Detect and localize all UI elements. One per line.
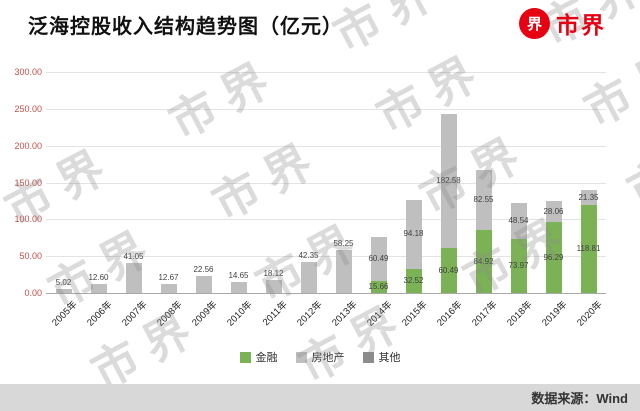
- data-label: 22.56: [193, 265, 214, 275]
- data-label: 42.35: [298, 250, 319, 260]
- data-label: 15.66: [368, 282, 389, 292]
- data-label: 12.60: [88, 272, 109, 282]
- y-axis-tick-label: 300.00: [14, 67, 42, 77]
- y-axis-tick-label: 150.00: [14, 177, 42, 188]
- data-label: 84.92: [473, 256, 494, 266]
- chart-legend: 金融 房地产 其他: [0, 349, 640, 365]
- legend-label-finance: 金融: [255, 352, 278, 364]
- legend-swatch-other: [362, 351, 374, 363]
- x-axis-label: 2014年: [364, 299, 395, 329]
- gridline: [46, 145, 606, 147]
- data-label: 60.49: [368, 254, 389, 264]
- legend-item-other: 其他: [362, 349, 401, 365]
- data-label: 5.02: [55, 278, 72, 288]
- gridline: [46, 182, 606, 184]
- bar-segment: [510, 202, 527, 239]
- footer-bar: 数据来源：Wind: [0, 384, 640, 411]
- legend-swatch-realestate: [295, 351, 307, 363]
- shijie-logo-icon: 界: [519, 7, 550, 39]
- data-label: 21.35: [578, 192, 599, 202]
- data-label: 73.97: [508, 260, 529, 270]
- x-axis-label: 2017年: [469, 299, 500, 329]
- chart-title: 泛海控股收入结构趋势图（亿元）: [28, 16, 343, 38]
- x-axis-label: 2020年: [574, 299, 605, 329]
- y-axis-tick-label: 100.00: [14, 214, 42, 225]
- bar-segment: [545, 222, 562, 293]
- bar-segment: [125, 262, 142, 293]
- bar-segment: [55, 289, 72, 293]
- data-label: 182.58: [436, 176, 461, 186]
- x-axis-label: 2019年: [539, 299, 570, 329]
- bar-segment: [90, 283, 107, 293]
- legend-item-finance: 金融: [239, 349, 278, 365]
- x-axis-label: 2012年: [294, 299, 325, 329]
- data-label: 94.18: [403, 229, 424, 239]
- y-axis-tick-label: 250.00: [14, 103, 42, 114]
- bar-segment: [580, 205, 597, 293]
- bar-segment: [475, 230, 492, 293]
- data-label: 82.55: [473, 195, 494, 205]
- data-label: 28.06: [543, 206, 564, 216]
- bar-segment: [265, 279, 282, 293]
- x-axis-label: 2011年: [260, 299, 290, 329]
- data-label: 60.49: [438, 265, 459, 275]
- legend-item-realestate: 房地产: [295, 349, 345, 365]
- bar-segment: [440, 113, 457, 249]
- legend-swatch-finance: [239, 351, 251, 363]
- gridline: [46, 108, 606, 110]
- data-label: 41.05: [123, 251, 144, 261]
- shijie-logo-text: 市界: [556, 12, 606, 38]
- legend-label-realestate: 房地产: [311, 352, 345, 364]
- x-axis-label: 2013年: [329, 299, 360, 329]
- legend-label-other: 其他: [378, 352, 401, 364]
- bar-segment: [475, 169, 492, 231]
- bar-segment: [230, 282, 247, 293]
- bar-segment: [370, 281, 387, 293]
- bar-segment: [580, 189, 597, 206]
- data-label: 18.12: [263, 268, 284, 278]
- bar-segment: [405, 199, 422, 270]
- data-label: 118.81: [576, 244, 601, 254]
- bar-segment: [440, 248, 457, 293]
- gridline: [46, 72, 606, 73]
- x-axis-label: 2006年: [84, 299, 115, 329]
- data-label: 48.54: [508, 215, 529, 225]
- x-axis-label: 2018年: [504, 299, 535, 329]
- y-axis-tick-label: 200.00: [14, 140, 42, 151]
- bar-segment: [300, 261, 317, 293]
- bar-segment: [510, 238, 527, 293]
- bar-segment: [370, 236, 387, 282]
- bar-segment: [545, 201, 562, 223]
- gridline: [46, 256, 606, 258]
- data-label: 96.29: [543, 252, 564, 262]
- y-axis-tick-label: 0.00: [24, 288, 42, 298]
- data-source-label: 数据来源：Wind: [531, 391, 628, 406]
- x-axis-label: 2005年: [49, 299, 80, 329]
- x-axis-line: [46, 293, 606, 294]
- x-axis-label: 2008年: [154, 299, 185, 329]
- bar-segment: [405, 269, 422, 293]
- bar-segment: [195, 276, 212, 293]
- bar-segment: [335, 250, 352, 293]
- shijie-logo: 界 市界: [519, 6, 606, 40]
- data-label: 14.65: [228, 271, 249, 281]
- data-label: 12.67: [158, 272, 179, 282]
- x-axis-label: 2016年: [434, 299, 465, 329]
- bar-segment: [160, 283, 177, 293]
- y-axis-tick-label: 50.00: [19, 251, 42, 262]
- data-label: 32.52: [403, 276, 424, 286]
- x-axis-label: 2010年: [224, 299, 255, 329]
- x-axis-label: 2015年: [399, 299, 430, 329]
- data-label: 58.25: [333, 239, 354, 249]
- gridline: [46, 219, 606, 221]
- x-axis-label: 2007年: [119, 299, 150, 329]
- x-axis-label: 2009年: [189, 299, 220, 329]
